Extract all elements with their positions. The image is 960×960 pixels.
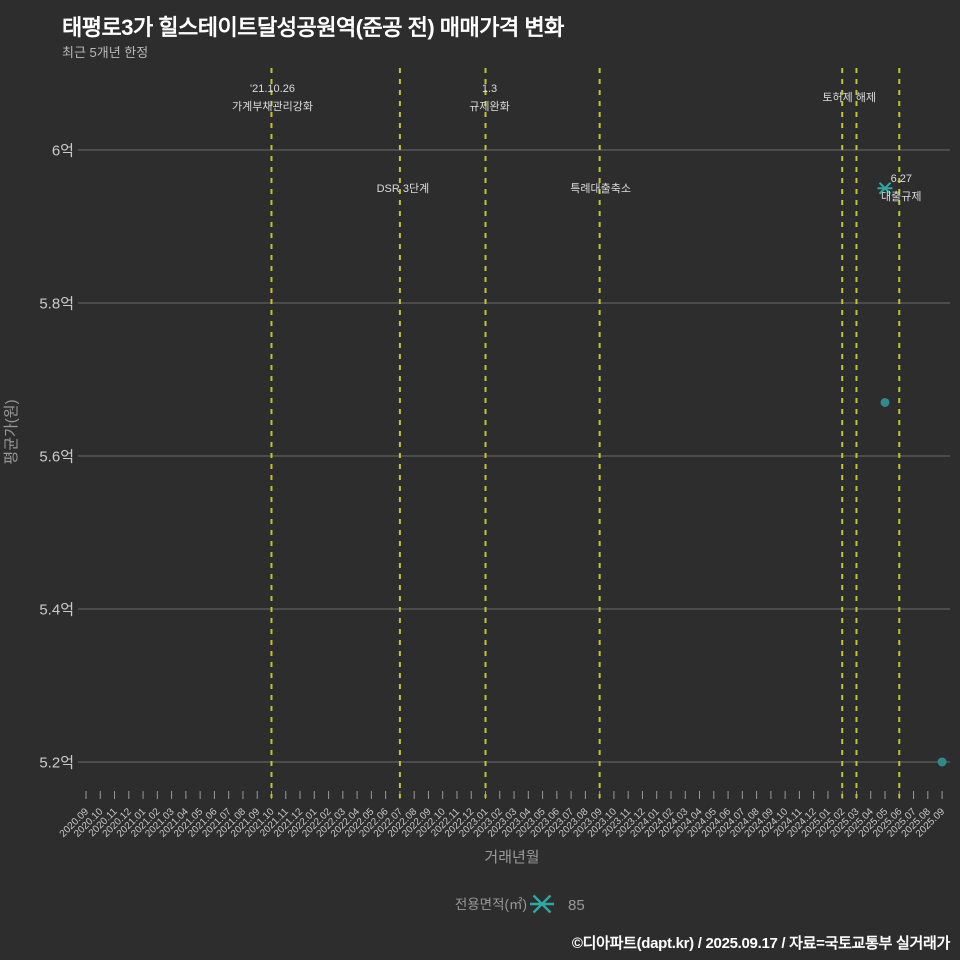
event-label: 대출규제 bbox=[881, 190, 921, 203]
y-tick-label: 5.2억 bbox=[39, 755, 74, 772]
x-axis-ticks: 2020.092020.102020.112020.122021.012021.… bbox=[58, 791, 948, 840]
asterisk-marker-icon[interactable] bbox=[530, 894, 554, 914]
asterisk-stroke bbox=[532, 894, 552, 914]
y-tick-label: 5.8억 bbox=[39, 296, 74, 313]
y-tick-label: 5.4억 bbox=[39, 602, 74, 619]
data-point-circle[interactable] bbox=[880, 397, 890, 407]
event-label: 규제완화 bbox=[469, 100, 509, 113]
event-label: 가계부채관리강화 bbox=[232, 100, 313, 113]
event-label: 특례대출축소 bbox=[570, 182, 631, 195]
asterisk-stroke bbox=[878, 182, 892, 195]
y-tick-label: 5.6억 bbox=[39, 449, 74, 466]
y-axis-ticks: 6억 5.8억 5.6억 5.4억 5.2억 bbox=[39, 143, 74, 772]
event-label: '21.10.26 bbox=[250, 83, 295, 95]
event-label: 토허제 해제 bbox=[822, 90, 876, 104]
data-point-circle[interactable] bbox=[937, 757, 947, 767]
data-point-asterisk bbox=[877, 182, 893, 195]
data-points bbox=[877, 182, 947, 767]
asterisk-marker bbox=[530, 894, 554, 914]
y-tick-label: 6억 bbox=[52, 143, 74, 160]
event-label: 6.27 bbox=[891, 173, 912, 185]
legend-title[interactable]: 전용면적(㎡) bbox=[455, 897, 527, 912]
event-lines bbox=[270, 68, 901, 798]
gridlines bbox=[78, 149, 950, 763]
chart-title: 태평로3가 힐스테이트달성공원역(준공 전) 매매가격 변화 bbox=[62, 15, 564, 40]
legend-series-label[interactable]: 85 bbox=[568, 897, 585, 914]
footer-credit: ©디아파트(dapt.kr) / 2025.09.17 / 자료=국토교통부 실… bbox=[571, 935, 950, 952]
chart-subtitle: 최근 5개년 한정 bbox=[62, 45, 149, 60]
legend[interactable]: 전용면적(㎡) 85 bbox=[455, 894, 585, 915]
event-label: DSR 3단계 bbox=[377, 182, 430, 195]
event-label: 1.3 bbox=[482, 83, 497, 95]
y-axis-title: 평균가(원) bbox=[3, 399, 20, 464]
x-axis-title: 거래년월 bbox=[484, 849, 539, 866]
